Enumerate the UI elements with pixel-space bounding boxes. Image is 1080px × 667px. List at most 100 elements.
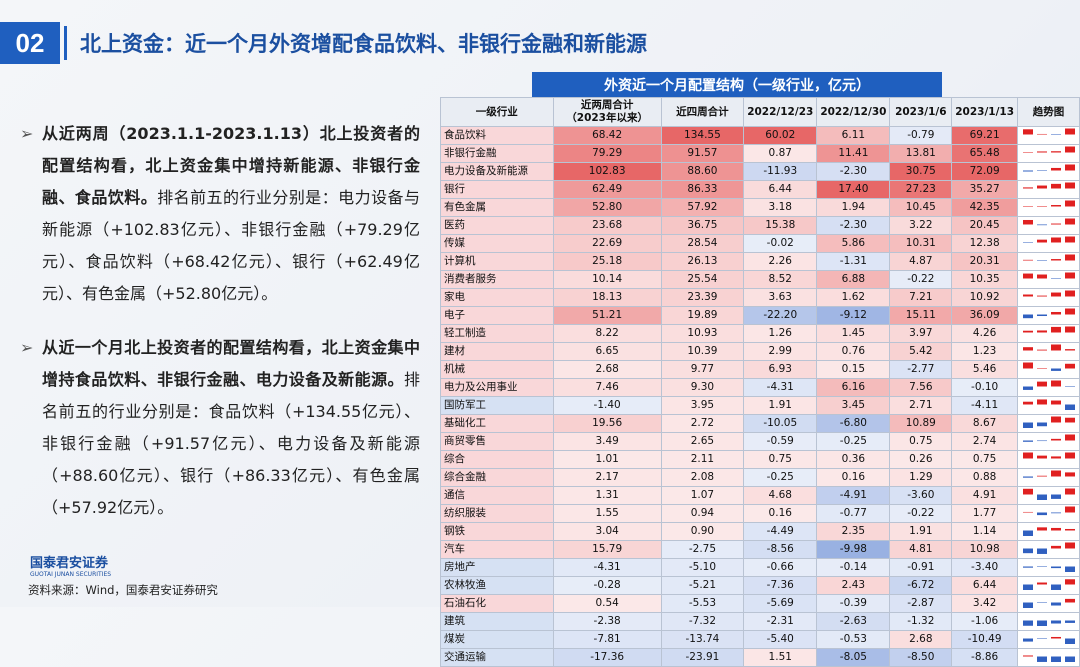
value-cell: 2.26	[743, 252, 818, 271]
industry-cell: 轻工制造	[440, 324, 554, 343]
table-row: 交通运输 -17.36 -23.91 1.51 -8.05 -8.50 -8.86	[440, 648, 1080, 667]
table-row: 钢铁 3.04 0.90 -4.49 2.35 1.91 1.14	[440, 522, 1080, 541]
trend-bar	[1050, 636, 1061, 639]
industry-cell: 基础化工	[440, 414, 554, 433]
table-row: 食品饮料 68.42 134.55 60.02 6.11 -0.79 69.21	[440, 126, 1080, 145]
industry-cell: 综合金融	[440, 468, 554, 487]
value-cell: 2.71	[889, 396, 953, 415]
trend-bar	[1022, 655, 1033, 657]
trend-bar	[1022, 476, 1033, 478]
trend-bar	[1036, 548, 1047, 554]
value-cell: 7.21	[889, 288, 953, 307]
value-cell: 79.29	[552, 144, 662, 163]
logo-text: 国泰君安证券	[30, 556, 109, 571]
value-cell: 28.54	[660, 234, 745, 253]
trend-bar	[1050, 292, 1061, 297]
value-cell: 9.30	[660, 378, 745, 397]
value-cell: 69.21	[951, 126, 1019, 145]
value-cell: 35.27	[951, 180, 1019, 199]
value-cell: -0.28	[552, 576, 662, 595]
trend-bar	[1050, 400, 1061, 405]
trend-bar	[1050, 602, 1061, 606]
value-cell: 62.49	[552, 180, 662, 199]
value-cell: -23.91	[660, 648, 745, 667]
value-cell: 1.45	[816, 324, 891, 343]
trend-bar	[1064, 579, 1075, 585]
value-cell: 10.98	[951, 540, 1019, 559]
table-row: 农林牧渔 -0.28 -5.21 -7.36 2.43 -6.72 6.44	[440, 576, 1080, 595]
trend-bar	[1022, 362, 1033, 369]
value-cell: 1.55	[552, 504, 662, 523]
value-cell: 20.45	[951, 216, 1019, 235]
value-cell: -9.12	[816, 306, 891, 325]
value-cell: 1.77	[951, 504, 1019, 523]
trend-bar	[1036, 151, 1047, 153]
value-cell: -1.32	[889, 612, 953, 631]
trend-bar	[1064, 146, 1075, 153]
value-cell: 2.74	[951, 432, 1019, 451]
table-row: 汽车 15.79 -2.75 -8.56 -9.98 4.81 10.98	[440, 540, 1080, 559]
value-cell: -2.87	[889, 594, 953, 613]
value-cell: 2.68	[889, 630, 953, 649]
trend-cell	[1017, 414, 1080, 433]
bullet-bold: 从近两周（2023.1.1-2023.1.13）北上投资者的配置结构看，北上资金…	[42, 124, 420, 207]
table-row: 传媒 22.69 28.54 -0.02 5.86 10.31 12.38	[440, 234, 1080, 253]
trend-bar	[1022, 330, 1033, 333]
value-cell: 18.13	[552, 288, 662, 307]
value-cell: 2.43	[816, 576, 891, 595]
trend-cell	[1017, 396, 1080, 415]
industry-cell: 有色金属	[440, 198, 554, 217]
trend-cell	[1017, 612, 1080, 631]
trend-bar	[1050, 344, 1061, 351]
value-cell: 0.75	[743, 450, 818, 469]
value-cell: 4.26	[951, 324, 1019, 343]
trend-bar	[1064, 254, 1075, 261]
trend-bar	[1036, 274, 1047, 279]
table-row: 石油石化 0.54 -5.53 -5.69 -0.39 -2.87 3.42	[440, 594, 1080, 613]
trend-chart	[1022, 399, 1075, 411]
value-cell: 10.14	[552, 270, 662, 289]
trend-cell	[1017, 126, 1080, 145]
value-cell: 0.16	[743, 504, 818, 523]
trend-chart	[1022, 344, 1075, 351]
trend-bar	[1064, 528, 1075, 531]
value-cell: 11.41	[816, 144, 891, 163]
trend-bar	[1064, 349, 1075, 351]
bullet-text: 排名前五的行业分别是：电力设备与新能源（+102.83亿元）、非银行金融（+79…	[42, 188, 420, 303]
trend-bar	[1022, 219, 1033, 225]
table-row: 房地产 -4.31 -5.10 -0.66 -0.14 -0.91 -3.40	[440, 558, 1080, 577]
industry-cell: 食品饮料	[440, 126, 554, 145]
trend-bar	[1036, 368, 1047, 369]
value-cell: 1.94	[816, 198, 891, 217]
trend-bar	[1036, 638, 1047, 639]
value-cell: 3.63	[743, 288, 818, 307]
value-cell: -4.31	[552, 558, 662, 577]
value-cell: 4.68	[743, 486, 818, 505]
trend-chart	[1022, 254, 1075, 261]
value-cell: 17.40	[816, 180, 891, 199]
value-cell: -2.63	[816, 612, 891, 631]
trend-chart	[1022, 434, 1075, 442]
logo: 国泰君安证券 GUOTAI JUNAN SECURITIES	[30, 552, 111, 578]
industry-cell: 建筑	[440, 612, 554, 631]
trend-bar	[1064, 326, 1075, 333]
value-cell: -2.31	[743, 612, 818, 631]
value-cell: 23.39	[660, 288, 745, 307]
table-row: 纺织服装 1.55 0.94 0.16 -0.77 -0.22 1.77	[440, 504, 1080, 523]
trend-cell	[1017, 342, 1080, 361]
trend-cell	[1017, 504, 1080, 523]
value-cell: -0.25	[743, 468, 818, 487]
trend-bar	[1036, 206, 1047, 207]
value-cell: -2.38	[552, 612, 662, 631]
value-cell: -8.86	[951, 648, 1019, 667]
value-cell: 6.88	[816, 270, 891, 289]
trend-cell	[1017, 198, 1080, 217]
trend-bar	[1064, 404, 1075, 411]
value-cell: -1.06	[951, 612, 1019, 631]
value-cell: -2.75	[660, 540, 745, 559]
trend-chart	[1022, 362, 1075, 371]
value-cell: 3.45	[816, 396, 891, 415]
value-cell: 8.52	[743, 270, 818, 289]
trend-cell	[1017, 324, 1080, 343]
trend-chart	[1022, 579, 1075, 591]
